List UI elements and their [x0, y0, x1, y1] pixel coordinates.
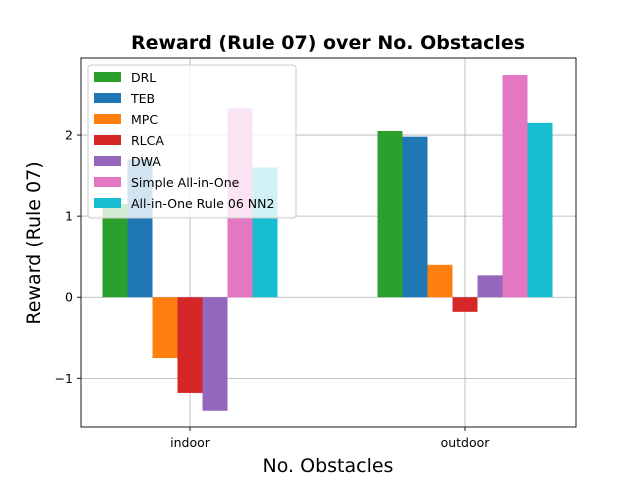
- bars: [102, 75, 553, 411]
- y-tick-label: −1: [55, 371, 73, 386]
- bar-mpc-indoor: [152, 297, 178, 359]
- legend-swatch: [94, 114, 121, 124]
- legend-swatch: [94, 198, 121, 208]
- y-tick-label: 0: [65, 290, 73, 305]
- legend-swatch: [94, 93, 121, 103]
- legend-label: MPC: [131, 112, 158, 127]
- legend-label: DRL: [131, 70, 156, 85]
- y-axis-label: Reward (Rule 07): [23, 161, 45, 324]
- bar-dwa-indoor: [202, 297, 228, 411]
- bar-drl-indoor: [102, 203, 128, 298]
- x-tick-label: outdoor: [441, 435, 491, 450]
- legend-swatch: [94, 72, 121, 82]
- legend-label: DWA: [131, 154, 161, 169]
- bar-mpc-outdoor: [427, 264, 453, 298]
- legend: DRL TEB MPC RLCA DWA Simple All-in-One All-in-…: [87, 64, 297, 219]
- legend-swatch: [94, 156, 121, 166]
- x-axis-label: No. Obstacles: [263, 455, 394, 477]
- y-tick-label: 1: [65, 209, 73, 224]
- legend-box: [87, 64, 297, 219]
- bar-teb-outdoor: [402, 136, 428, 298]
- legend-label: Simple All-in-One: [131, 175, 240, 190]
- bar-rlca-indoor: [177, 297, 203, 393]
- legend-swatch: [94, 177, 121, 187]
- chart-title: Reward (Rule 07) over No. Obstacles: [131, 32, 525, 54]
- legend-swatch: [94, 135, 121, 145]
- x-tick-label: indoor: [170, 435, 211, 450]
- bar-rlca-outdoor: [452, 297, 478, 312]
- legend-label: RLCA: [131, 133, 164, 148]
- plot-frame: [80, 57, 577, 428]
- axes: −1 0 1 2 indoor outdoor: [55, 57, 577, 450]
- legend-label: TEB: [130, 91, 155, 106]
- y-tick-label: 2: [65, 128, 73, 143]
- legend-label: All-in-One Rule 06 NN2: [131, 196, 274, 211]
- bar-all-in-one-rule-06-nn2-outdoor: [527, 122, 553, 298]
- bar-drl-outdoor: [377, 130, 403, 298]
- bar-dwa-outdoor: [477, 275, 503, 298]
- bar-simple-all-in-one-outdoor: [502, 75, 528, 298]
